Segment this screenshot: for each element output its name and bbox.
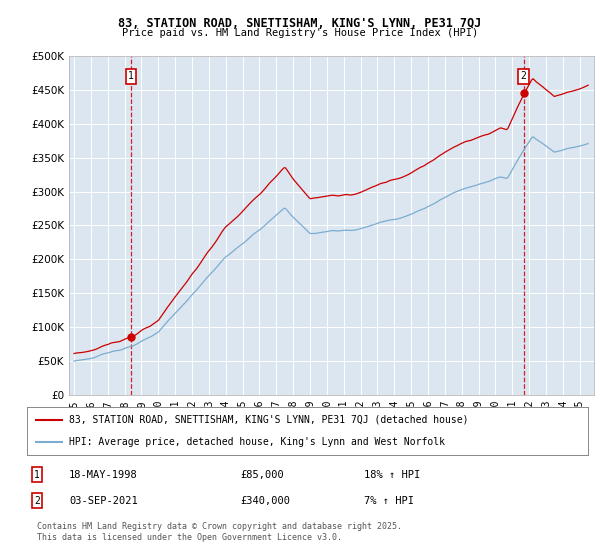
Text: 1: 1 <box>34 470 40 480</box>
Text: 2: 2 <box>521 71 526 81</box>
Text: 03-SEP-2021: 03-SEP-2021 <box>69 496 138 506</box>
Text: £85,000: £85,000 <box>240 470 284 480</box>
Text: HPI: Average price, detached house, King's Lynn and West Norfolk: HPI: Average price, detached house, King… <box>69 437 445 447</box>
Text: Contains HM Land Registry data © Crown copyright and database right 2025.
This d: Contains HM Land Registry data © Crown c… <box>37 522 402 542</box>
Text: 7% ↑ HPI: 7% ↑ HPI <box>364 496 413 506</box>
Text: 2: 2 <box>34 496 40 506</box>
Text: 83, STATION ROAD, SNETTISHAM, KING'S LYNN, PE31 7QJ (detached house): 83, STATION ROAD, SNETTISHAM, KING'S LYN… <box>69 415 469 425</box>
Text: 1: 1 <box>128 71 134 81</box>
Text: 18-MAY-1998: 18-MAY-1998 <box>69 470 138 480</box>
Text: Price paid vs. HM Land Registry's House Price Index (HPI): Price paid vs. HM Land Registry's House … <box>122 28 478 38</box>
Text: 18% ↑ HPI: 18% ↑ HPI <box>364 470 420 480</box>
Text: £340,000: £340,000 <box>240 496 290 506</box>
Text: 83, STATION ROAD, SNETTISHAM, KING'S LYNN, PE31 7QJ: 83, STATION ROAD, SNETTISHAM, KING'S LYN… <box>118 17 482 30</box>
